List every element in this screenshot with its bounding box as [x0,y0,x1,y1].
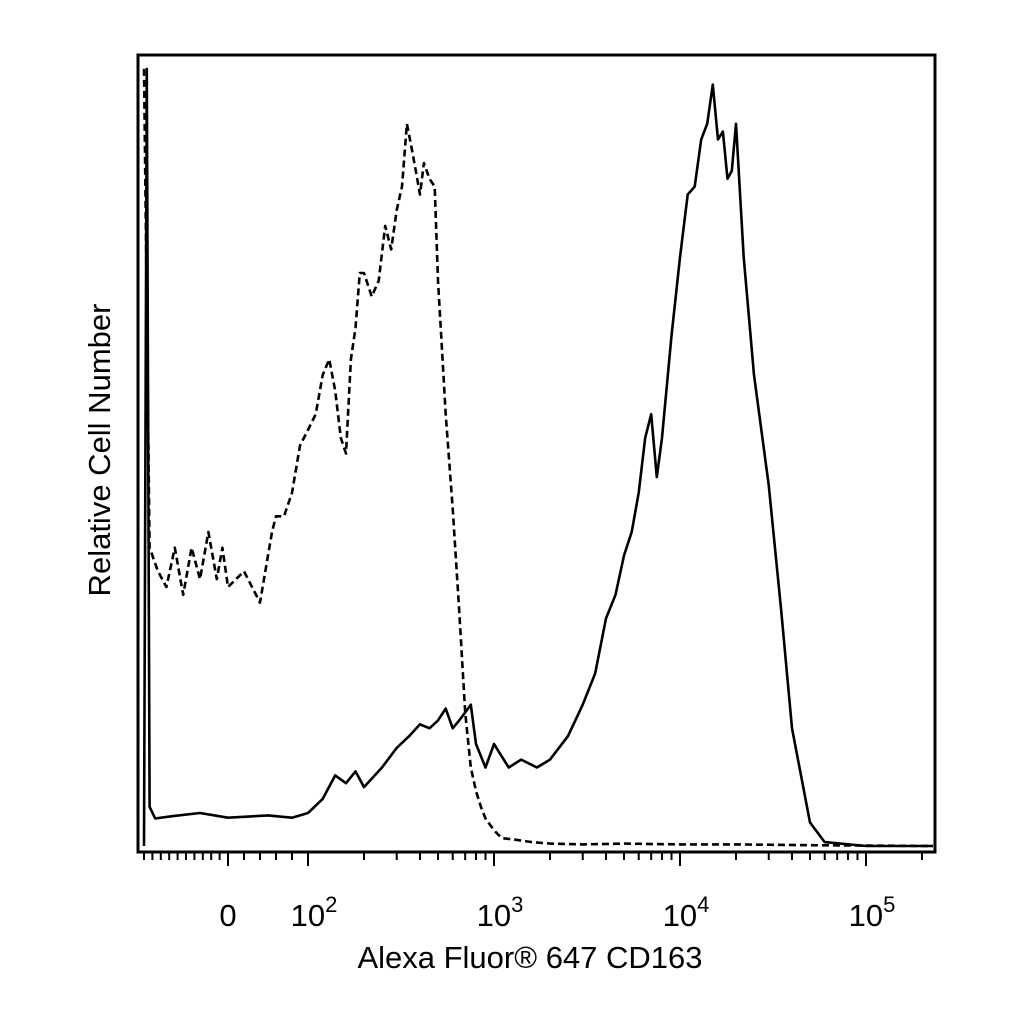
x-axis-minor-ticks [143,852,923,866]
x-tick-label: 104 [663,892,710,933]
plot-frame [136,53,937,854]
x-tick-label: 103 [477,892,524,933]
x-axis-title: Alexa Fluor® 647 CD163 [357,940,702,975]
histogram-series-dashed [142,68,934,848]
x-tick-label: 0 [219,898,236,933]
x-tick-label: 102 [291,892,338,933]
x-tick-label: 105 [849,892,896,933]
histogram-series-solid [142,67,933,848]
y-axis-title: Relative Cell Number [82,304,117,597]
